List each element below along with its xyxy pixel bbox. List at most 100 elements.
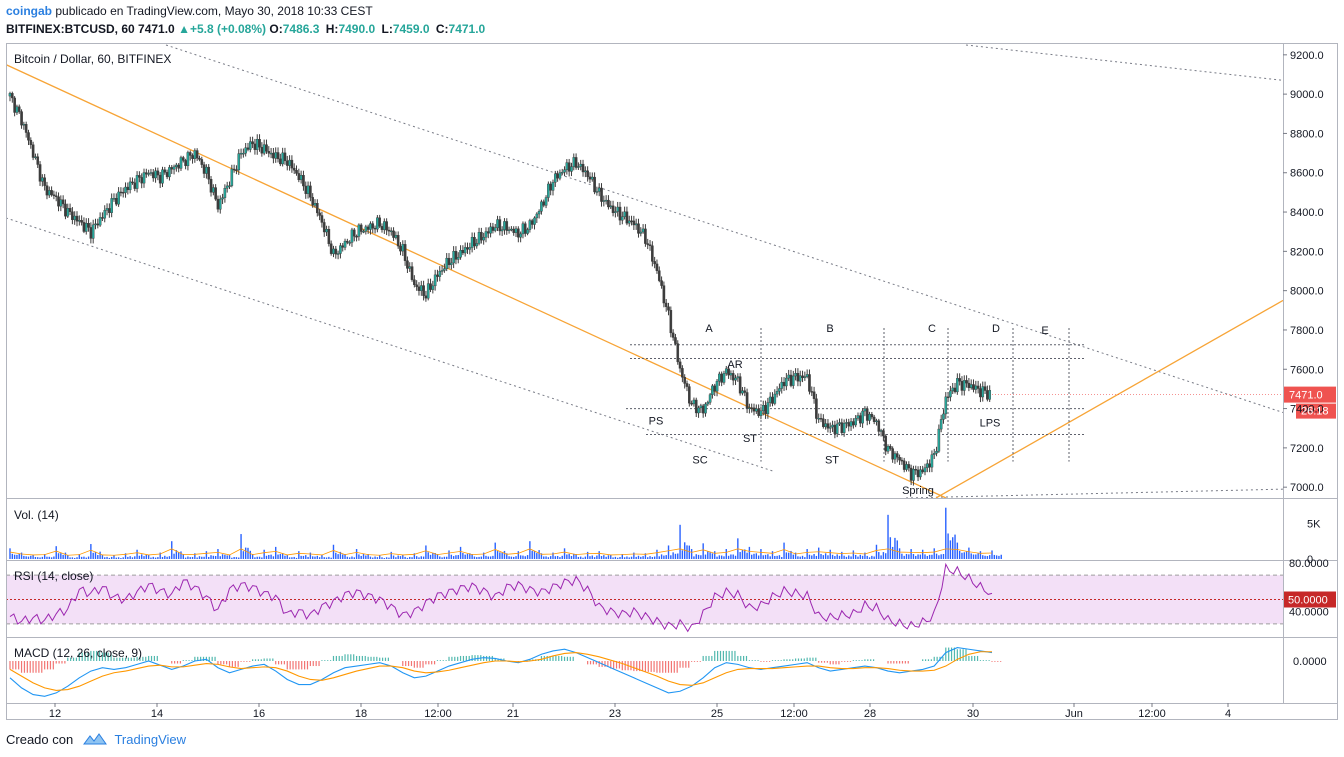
macd-histogram-bar: [650, 661, 652, 672]
macd-histogram-bar: [283, 661, 285, 665]
candle-body: [59, 199, 63, 207]
volume-bar: [311, 556, 314, 559]
macd-histogram-bar: [292, 661, 294, 670]
volume-bar: [286, 554, 288, 559]
candle-body: [875, 420, 878, 422]
candle-body: [648, 244, 652, 246]
volume-bar: [988, 555, 991, 559]
macd-histogram-bar: [864, 659, 866, 661]
volume-bar: [790, 550, 792, 559]
candle-body: [41, 177, 44, 182]
macd-histogram-bar: [104, 652, 106, 661]
candle-body: [791, 375, 795, 386]
candle-body: [320, 215, 324, 223]
volume-bar: [23, 555, 25, 559]
volume-bar: [346, 556, 349, 559]
volume-bar: [977, 553, 979, 559]
macd-histogram-bar: [295, 661, 297, 670]
volume-bar: [545, 556, 547, 559]
macd-histogram-bar: [422, 661, 424, 668]
time-tick-label: 28: [864, 708, 876, 720]
volume-bar: [716, 556, 718, 559]
candle-body: [343, 240, 347, 248]
candle-body: [112, 198, 116, 200]
low-value: 7459.0: [392, 22, 430, 36]
volume-bar: [797, 556, 799, 559]
candle-body: [426, 283, 430, 299]
volume-bar: [175, 550, 178, 559]
volume-bar: [337, 554, 339, 559]
candle-body: [815, 398, 818, 419]
macd-histogram-bar: [315, 661, 317, 667]
candle-body: [161, 169, 164, 184]
macd-histogram-bar: [485, 655, 488, 661]
candle-body: [237, 153, 241, 171]
candle-body: [540, 201, 543, 212]
macd-histogram-bar: [904, 661, 906, 664]
candle-body: [147, 173, 150, 175]
volume-bar: [861, 555, 864, 559]
macd-histogram-bar: [777, 660, 779, 661]
candle-body: [847, 422, 851, 427]
volume-bar: [228, 554, 231, 559]
chart-svg[interactable]: 9200.0 9000.0 8800.0 8600.0 8400.0 8200.0 8000…: [5, 43, 1338, 720]
macd-histogram-bar: [670, 661, 673, 673]
macd-histogram-bar: [766, 661, 768, 662]
volume-bar: [794, 552, 797, 559]
candle-body: [872, 416, 876, 422]
volume-bar: [305, 555, 307, 559]
macd-histogram-bar: [407, 661, 410, 667]
macd-histogram-bar: [373, 656, 375, 661]
volume-bar: [138, 555, 141, 559]
macd-histogram-bar: [327, 660, 329, 661]
macd-histogram-bar: [624, 661, 626, 671]
macd-histogram-bar: [725, 650, 727, 661]
candle-body: [13, 97, 16, 113]
macd-histogram-bar: [12, 661, 14, 670]
candle-body: [269, 152, 273, 155]
volume-bar: [875, 544, 878, 559]
volume-bar: [80, 556, 83, 559]
volume-bar: [660, 554, 663, 559]
candle-body: [623, 211, 626, 217]
volume-bar: [231, 557, 233, 559]
candle-body: [383, 221, 386, 230]
close-label: C:: [435, 22, 449, 36]
author-username[interactable]: coingab: [6, 4, 53, 18]
candle-body: [475, 243, 479, 247]
candle-body: [840, 422, 844, 433]
volume-bar: [700, 555, 702, 559]
volume-bar: [630, 556, 633, 559]
volume-bar: [919, 554, 922, 559]
macd-histogram-bar: [792, 659, 794, 661]
volume-bar: [866, 555, 868, 559]
candle-body: [78, 220, 81, 222]
candle-body: [255, 139, 259, 150]
candle-body: [422, 285, 425, 296]
volume-bar: [275, 546, 277, 559]
volume-bar: [515, 556, 517, 559]
candle-body: [232, 168, 236, 171]
tradingview-brand-link[interactable]: TradingView: [114, 732, 187, 747]
candle-body: [577, 166, 580, 168]
candle-body: [98, 217, 102, 226]
volume-bar: [623, 557, 626, 559]
candle-body: [507, 229, 511, 231]
volume-bar: [238, 557, 240, 559]
candle-body: [852, 421, 855, 426]
candle-body: [711, 385, 714, 395]
volume-bar: [9, 548, 11, 559]
macd-histogram-bar: [23, 661, 26, 673]
symbol-ohlc-line: BITFINEX:BTCUSD, 60 7471.0 ▲+5.8 (+0.08%…: [6, 22, 488, 36]
volume-bar: [882, 552, 885, 559]
candle-body: [771, 396, 774, 404]
candle-body: [877, 420, 881, 432]
volume-bar: [415, 556, 418, 559]
macd-histogram-bar: [20, 661, 23, 673]
macd-histogram-bar: [116, 657, 118, 661]
volume-bar: [854, 554, 857, 559]
chart-area[interactable]: 9200.0 9000.0 8800.0 8600.0 8400.0 8200.0 8000…: [5, 43, 1338, 720]
published-text: publicado en TradingView.com, Mayo 30, 2…: [55, 4, 373, 18]
volume-bar: [621, 554, 624, 559]
candle-body: [87, 223, 90, 228]
